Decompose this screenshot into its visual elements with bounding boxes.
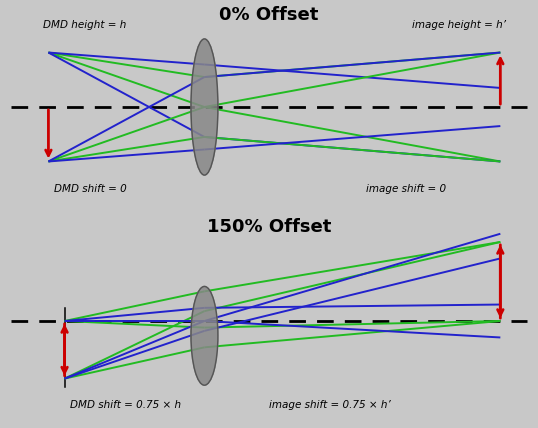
Ellipse shape: [191, 286, 218, 385]
Text: image height = h’: image height = h’: [412, 20, 506, 30]
Text: image shift = 0.75 × h’: image shift = 0.75 × h’: [269, 400, 391, 410]
Text: DMD shift = 0: DMD shift = 0: [54, 184, 126, 194]
Text: DMD height = h: DMD height = h: [43, 20, 126, 30]
Text: image shift = 0: image shift = 0: [366, 184, 446, 194]
Text: 150% Offset: 150% Offset: [207, 218, 331, 236]
Ellipse shape: [191, 39, 218, 175]
Text: DMD shift = 0.75 × h: DMD shift = 0.75 × h: [70, 400, 181, 410]
Text: 0% Offset: 0% Offset: [220, 6, 318, 24]
